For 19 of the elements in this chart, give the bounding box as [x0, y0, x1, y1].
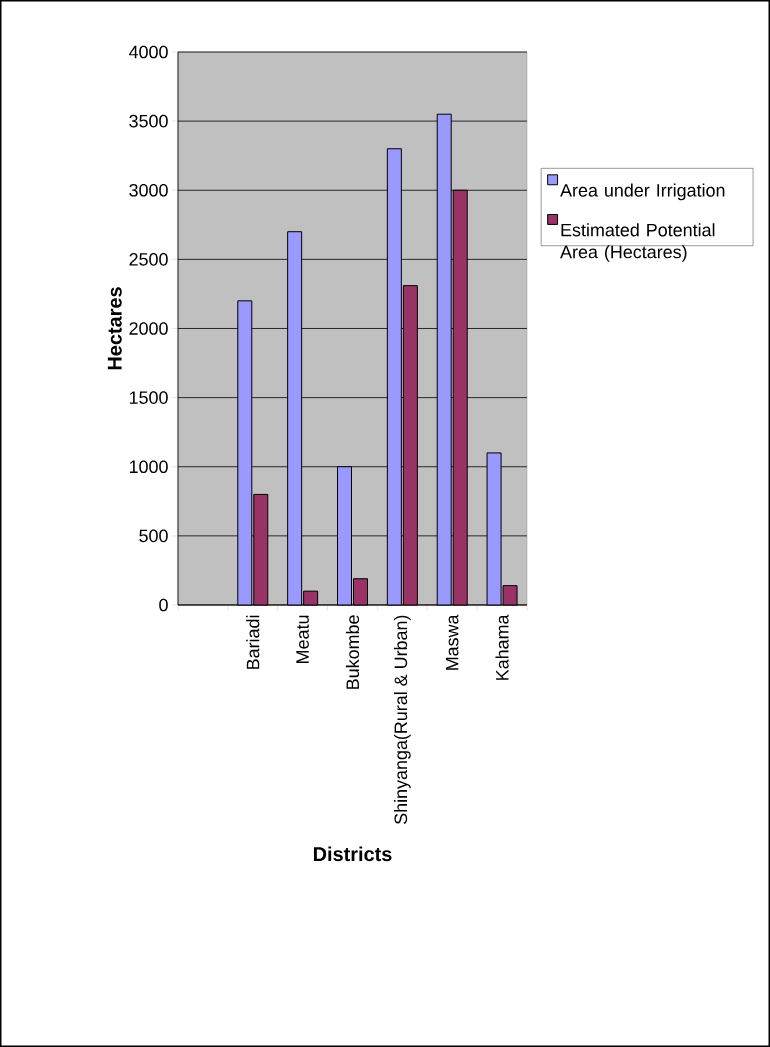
y-tick-label: 3500 — [129, 114, 168, 128]
y-tick-label: 1000 — [129, 460, 168, 474]
legend-label: Estimated Potential Area (Hectares) — [560, 223, 715, 262]
y-tick-label: 1500 — [129, 391, 168, 404]
x-tick-label: Bariadi — [246, 615, 260, 669]
y-tick-label: 2000 — [129, 322, 168, 335]
x-tick-label: Bukombe — [345, 615, 360, 689]
x-tick-label: Kahama — [495, 614, 509, 680]
legend-label: Area under Irrigation — [560, 183, 725, 201]
x-tick-label: Shinyanga(Rural & Urban) — [393, 615, 411, 825]
y-tick-label: 2500 — [129, 253, 168, 266]
x-tick-label: Maswa — [445, 614, 459, 670]
y-tick-label: 500 — [139, 529, 168, 543]
x-axis-title: Districts — [313, 846, 392, 862]
y-tick-label: 4000 — [128, 45, 168, 59]
y-tick-label: 0 — [159, 598, 168, 612]
x-tick-label: Meatu — [296, 615, 309, 663]
y-axis-title: Hectares — [107, 287, 122, 370]
y-tick-label: 3000 — [129, 183, 168, 197]
